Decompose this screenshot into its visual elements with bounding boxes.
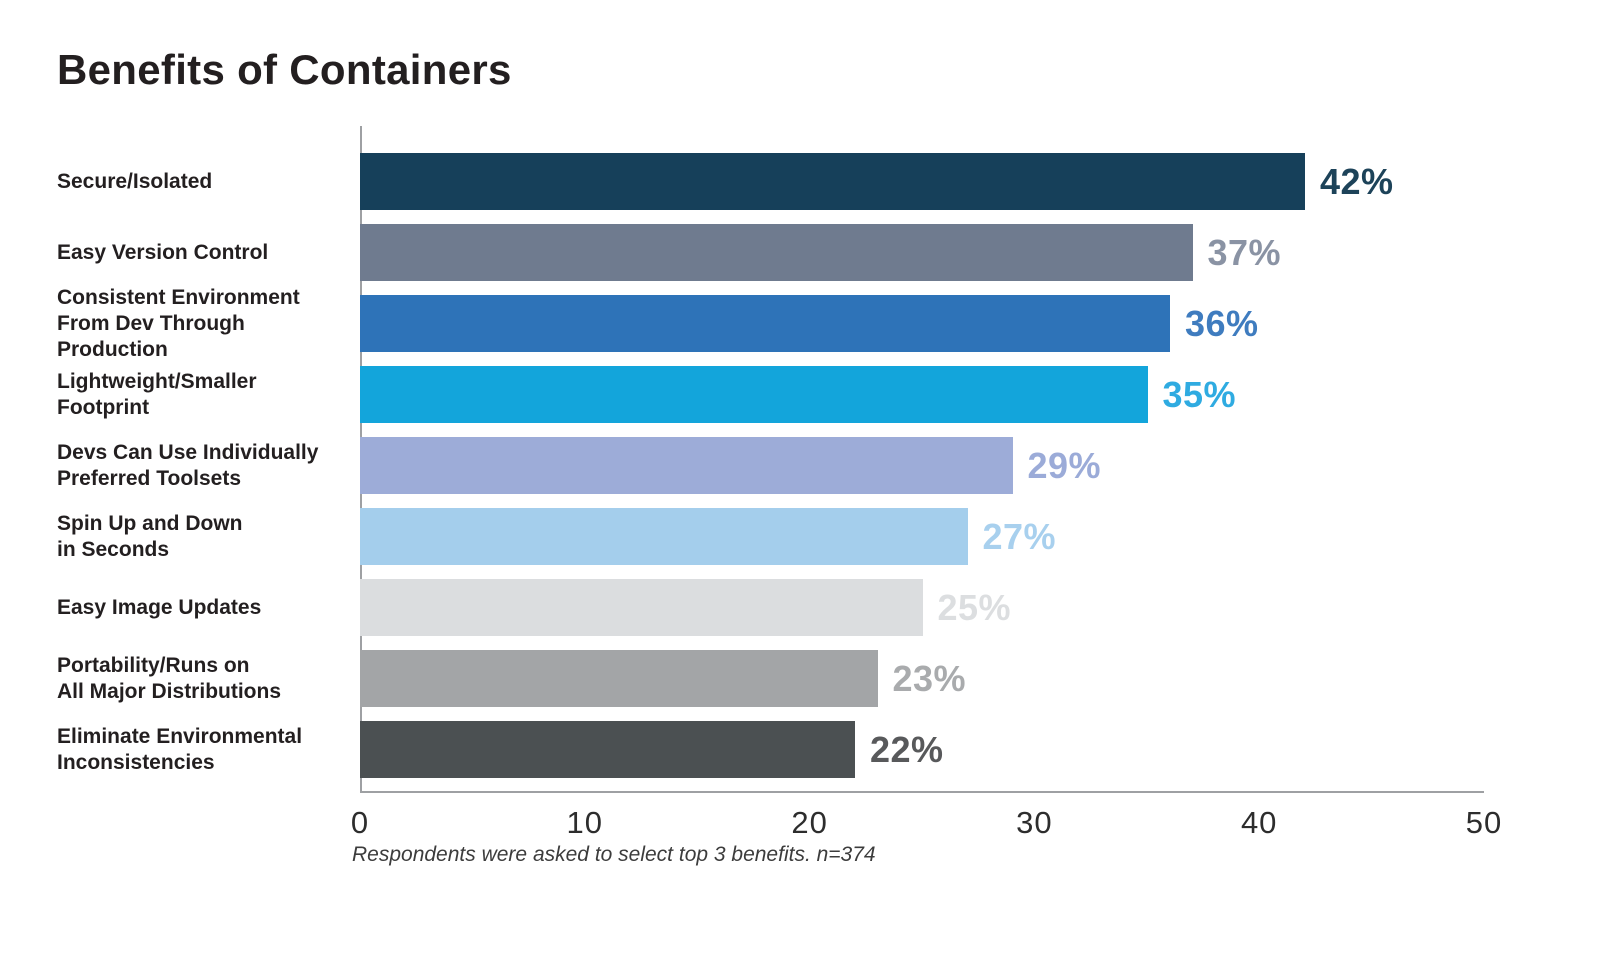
category-label: Spin Up and Down in Seconds	[57, 511, 243, 561]
value-label: 37%	[1207, 231, 1282, 273]
bar-track: 27%	[360, 508, 1485, 565]
bar	[360, 508, 968, 565]
bar	[360, 579, 923, 636]
bar-track: 37%	[360, 224, 1485, 281]
bar-track: 35%	[360, 366, 1485, 423]
bar-row: Devs Can Use Individually Preferred Tool…	[57, 430, 1485, 501]
bar-chart: Secure/Isolated 42% Easy Version Control 37…	[57, 126, 1501, 867]
x-axis: 0 10 20 30 40 50	[351, 793, 1501, 841]
category-label: Easy Version Control	[57, 240, 269, 264]
bar	[360, 224, 1193, 281]
bar-track: 22%	[360, 721, 1485, 778]
bar-row: Consistent Environment From Dev Through …	[57, 286, 1485, 361]
axis-tick-label: 0	[350, 805, 370, 840]
bar-row: Spin Up and Down in Seconds 27%	[57, 501, 1485, 572]
category-label: Lightweight/Smaller Footprint	[57, 369, 257, 419]
value-label: 42%	[1320, 160, 1394, 202]
chart-plot-area: Secure/Isolated 42% Easy Version Control 37…	[57, 126, 1485, 793]
page: Benefits of Containers Secure/Isolated 42…	[57, 46, 1501, 867]
axis-tick-label: 30	[1016, 805, 1053, 840]
category-label: Easy Image Updates	[57, 595, 262, 619]
category-label: Secure/Isolated	[57, 169, 213, 193]
bar-row: Easy Image Updates 25%	[57, 572, 1485, 643]
bar	[360, 153, 1305, 210]
bar-row: Eliminate Environmental Inconsistencies 2…	[57, 714, 1485, 785]
bar-row: Easy Version Control 37%	[57, 217, 1485, 288]
bar	[360, 721, 855, 778]
bar-track: 25%	[360, 579, 1485, 636]
value-label: 25%	[937, 586, 1012, 628]
axis-tick-label: 20	[791, 805, 828, 840]
bar-row: Secure/Isolated 42%	[57, 146, 1485, 217]
value-label: 35%	[1162, 373, 1237, 415]
chart-title: Benefits of Containers	[57, 46, 512, 93]
category-label: Portability/Runs on All Major Distributi…	[57, 653, 282, 703]
bar-rows: Secure/Isolated 42% Easy Version Control 37…	[57, 126, 1485, 793]
value-label: 27%	[982, 515, 1057, 557]
value-label: 23%	[892, 657, 967, 699]
bar-row: Lightweight/Smaller Footprint 35%	[57, 359, 1485, 430]
bar	[360, 366, 1148, 423]
category-label: Eliminate Environmental Inconsistencies	[57, 724, 303, 774]
bar-track: 29%	[360, 437, 1485, 494]
bar	[360, 437, 1013, 494]
value-label: 29%	[1027, 444, 1102, 486]
bar-track: 36%	[360, 295, 1485, 352]
category-label: Consistent Environment From Dev Through …	[57, 285, 300, 361]
value-label: 22%	[870, 728, 944, 770]
bar-track: 42%	[360, 153, 1485, 210]
axis-tick-label: 40	[1240, 805, 1278, 840]
axis-tick-label: 10	[566, 805, 604, 840]
chart-footnote: Respondents were asked to select top 3 b…	[352, 843, 876, 866]
value-label: 36%	[1185, 302, 1259, 344]
bar	[360, 650, 878, 707]
bar	[360, 295, 1170, 352]
category-label: Devs Can Use Individually Preferred Tool…	[57, 440, 319, 490]
axis-tick-label: 50	[1465, 805, 1503, 840]
bar-row: Portability/Runs on All Major Distributi…	[57, 643, 1485, 714]
bar-track: 23%	[360, 650, 1485, 707]
